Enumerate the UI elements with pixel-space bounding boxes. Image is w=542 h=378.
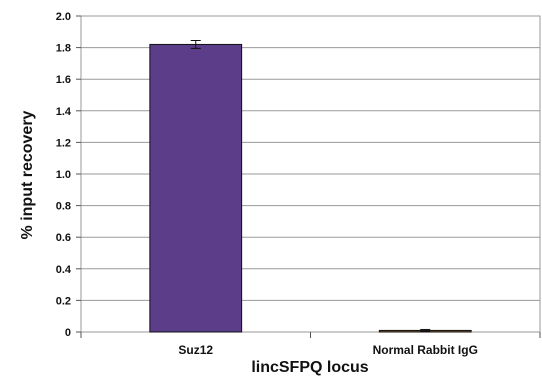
y-tick-label: 1.4 bbox=[56, 106, 72, 118]
y-tick-label: 0 bbox=[65, 327, 71, 339]
y-axis-ticks: 0 0.2 0.4 0.6 0.8 1.0 1.2 1.4 1.6 1.8 2.0 bbox=[56, 11, 81, 339]
bar bbox=[149, 43, 243, 333]
error-bars bbox=[190, 39, 431, 332]
y-tick-label: 1.2 bbox=[56, 137, 71, 149]
x-axis-ticks: Suz12 Normal Rabbit IgG bbox=[80, 332, 541, 357]
y-tick-label: 0.2 bbox=[56, 295, 71, 307]
y-tick-label: 0.4 bbox=[56, 264, 72, 276]
y-tick-label: 0.8 bbox=[56, 201, 71, 213]
x-axis-title: lincSFPQ locus bbox=[251, 359, 368, 376]
y-tick-label: 0.6 bbox=[56, 232, 71, 244]
x-category-label: Suz12 bbox=[178, 343, 213, 357]
bars bbox=[149, 43, 472, 333]
y-tick-label: 2.0 bbox=[56, 11, 71, 23]
y-tick-label: 1.8 bbox=[56, 43, 71, 55]
y-tick-label: 1.6 bbox=[56, 74, 71, 86]
y-axis-title: % input recovery bbox=[19, 110, 36, 239]
x-category-label: Normal Rabbit IgG bbox=[373, 343, 478, 357]
y-tick-label: 1.0 bbox=[56, 169, 71, 181]
